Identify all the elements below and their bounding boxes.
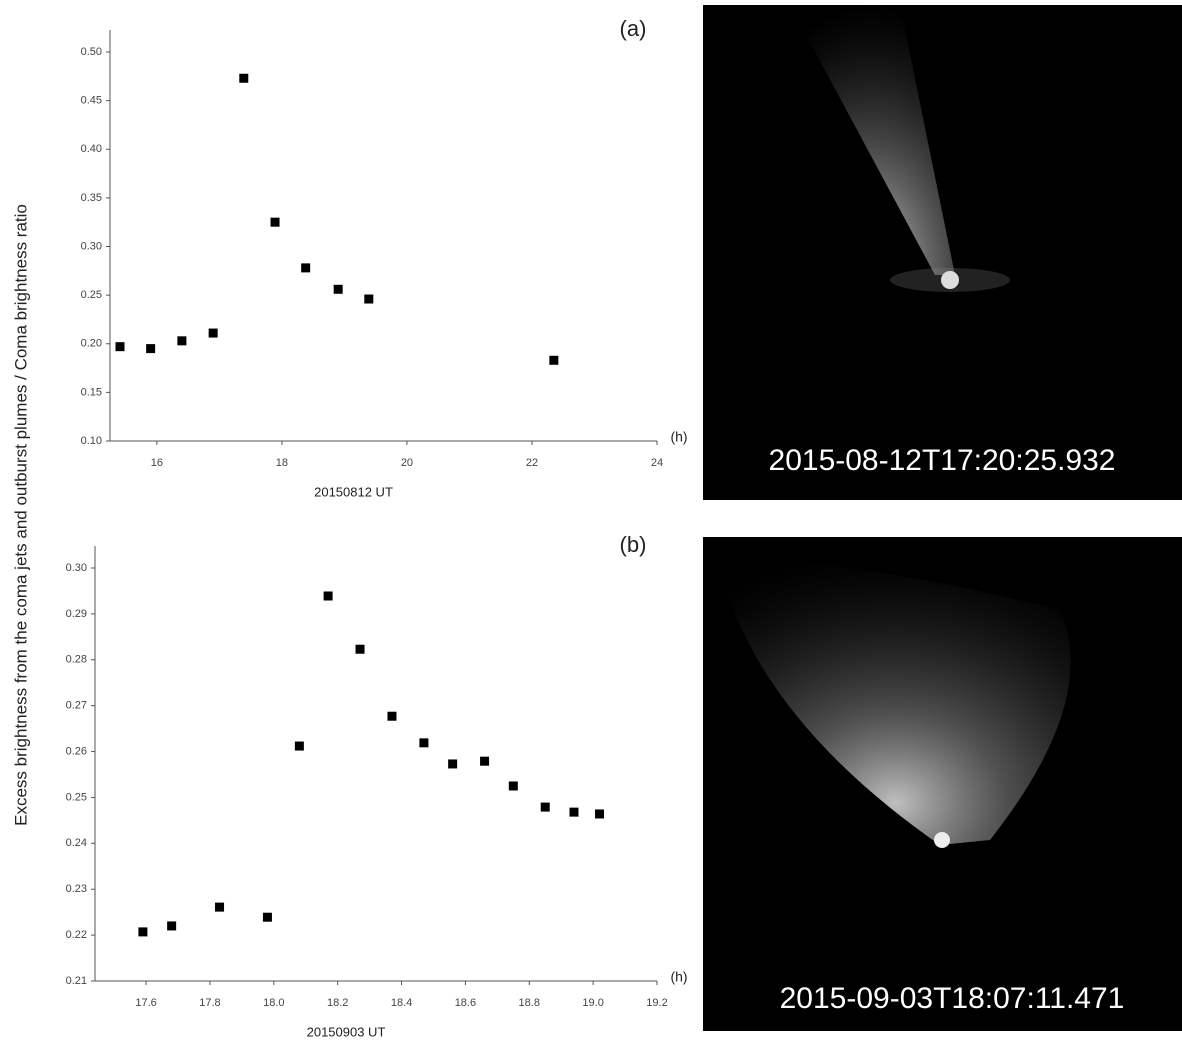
- data-point: [270, 217, 280, 227]
- x-tick-label: 24: [651, 457, 663, 469]
- data-point: [364, 294, 374, 304]
- data-point: [569, 807, 579, 817]
- data-point: [301, 263, 311, 273]
- panel-label: (b): [620, 532, 647, 557]
- data-point: [323, 591, 333, 601]
- x-tick-label: 18.6: [455, 997, 476, 1009]
- x-tick-label: 20: [401, 457, 413, 469]
- y-tick-label: 0.26: [66, 745, 87, 757]
- data-point: [508, 781, 518, 791]
- data-point: [448, 759, 458, 769]
- y-tick-label: 0.35: [81, 192, 102, 204]
- nucleus: [941, 271, 959, 289]
- data-point: [215, 902, 225, 912]
- plume: [790, 5, 955, 275]
- data-point: [480, 756, 490, 766]
- y-tick-label: 0.45: [81, 95, 102, 107]
- y-axis-title: Excess brightness from the coma jets and…: [11, 204, 30, 826]
- y-tick-label: 0.15: [81, 386, 102, 398]
- panel-label: (a): [620, 16, 647, 41]
- x-axis-title: 20150903 UT: [307, 1024, 386, 1039]
- x-tick-label: 18: [276, 457, 288, 469]
- y-tick-label: 0.23: [66, 883, 87, 895]
- data-point: [262, 912, 272, 922]
- x-tick-label: 19.2: [646, 997, 667, 1009]
- data-point: [595, 809, 605, 819]
- nucleus: [934, 832, 950, 848]
- y-tick-label: 0.50: [81, 46, 102, 58]
- y-tick-label: 0.30: [66, 562, 87, 574]
- data-point: [355, 644, 365, 654]
- data-point: [333, 284, 343, 294]
- data-point: [387, 711, 397, 721]
- x-unit: (h): [670, 429, 687, 445]
- data-point: [419, 738, 429, 748]
- x-tick-label: 17.6: [135, 997, 156, 1009]
- x-axis-title: 20150812 UT: [314, 484, 393, 499]
- x-tick-label: 22: [526, 457, 538, 469]
- image-caption: 2015-08-12T17:20:25.932: [769, 444, 1116, 477]
- y-tick-label: 0.24: [66, 837, 87, 849]
- y-tick-label: 0.25: [81, 289, 102, 301]
- data-point: [138, 927, 148, 937]
- y-tick-label: 0.22: [66, 929, 87, 941]
- image-caption: 2015-09-03T18:07:11.471: [780, 982, 1125, 1015]
- y-tick-label: 0.30: [81, 240, 102, 252]
- x-unit: (h): [670, 969, 687, 985]
- y-tick-label: 0.29: [66, 608, 87, 620]
- x-tick-label: 17.8: [199, 997, 220, 1009]
- y-tick-label: 0.25: [66, 791, 87, 803]
- x-tick-label: 19.0: [582, 997, 603, 1009]
- x-tick-label: 16: [151, 457, 163, 469]
- y-tick-label: 0.10: [81, 435, 102, 447]
- plume: [720, 563, 1071, 845]
- y-tick-label: 0.40: [81, 143, 102, 155]
- data-point: [146, 344, 156, 354]
- x-tick-label: 18.4: [391, 997, 412, 1009]
- y-tick-label: 0.20: [81, 338, 102, 350]
- y-tick-label: 0.28: [66, 654, 87, 666]
- data-point: [239, 73, 249, 83]
- x-tick-label: 18.2: [327, 997, 348, 1009]
- x-tick-label: 18.0: [263, 997, 284, 1009]
- data-point: [115, 342, 125, 352]
- data-point: [549, 355, 559, 365]
- data-point: [177, 336, 187, 346]
- y-tick-label: 0.21: [66, 975, 87, 987]
- data-point: [540, 802, 550, 812]
- data-point: [167, 921, 177, 931]
- x-tick-label: 18.8: [519, 997, 540, 1009]
- y-tick-label: 0.27: [66, 700, 87, 712]
- data-point: [208, 328, 218, 338]
- data-point: [294, 741, 304, 751]
